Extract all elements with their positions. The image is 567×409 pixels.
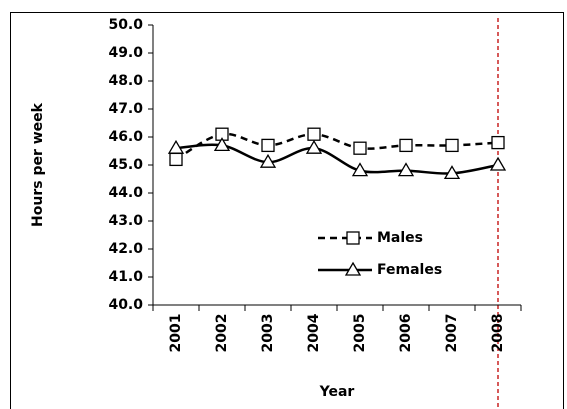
x-tick-label: 2007 (444, 314, 460, 353)
x-tick-label: 2008 (490, 314, 506, 353)
legend-label: Males (377, 230, 423, 246)
chart-frame (10, 12, 564, 409)
marker (445, 138, 459, 153)
y-tick-label: 43.0 (108, 213, 143, 229)
x-tick-label: 2005 (352, 314, 368, 353)
marker (261, 138, 275, 153)
y-tick-label: 50.0 (108, 17, 143, 33)
x-tick-label: 2002 (214, 314, 230, 353)
marker (397, 162, 415, 177)
y-tick-label: 46.0 (108, 129, 143, 145)
marker (213, 137, 231, 152)
marker (259, 153, 277, 168)
marker (169, 152, 183, 167)
marker (399, 138, 413, 153)
y-tick-label: 42.0 (108, 241, 143, 257)
x-tick-label: 2004 (306, 313, 322, 352)
y-tick-label: 48.0 (108, 73, 143, 89)
marker (167, 139, 185, 154)
x-tick-label: 2006 (398, 314, 414, 353)
marker (353, 141, 367, 155)
y-tick-label: 40.0 (108, 297, 143, 313)
y-tick-label: 41.0 (108, 269, 143, 285)
x-axis-title: Year (319, 384, 355, 400)
series-line (175, 132, 499, 161)
marker (305, 139, 323, 154)
y-tick-label: 45.0 (108, 157, 143, 173)
y-tick-label: 49.0 (108, 45, 143, 61)
marker (443, 165, 461, 180)
marker (346, 231, 360, 245)
legend-label: Females (377, 262, 442, 278)
x-tick-label: 2003 (260, 314, 276, 353)
x-tick-label: 2001 (168, 314, 184, 353)
y-tick-label: 47.0 (108, 101, 143, 117)
marker (351, 162, 369, 177)
marker (344, 261, 362, 276)
marker (307, 127, 321, 141)
y-axis-title: Hours per week (30, 102, 46, 227)
marker (491, 135, 505, 150)
marker (489, 156, 507, 171)
y-tick-label: 44.0 (108, 185, 143, 201)
